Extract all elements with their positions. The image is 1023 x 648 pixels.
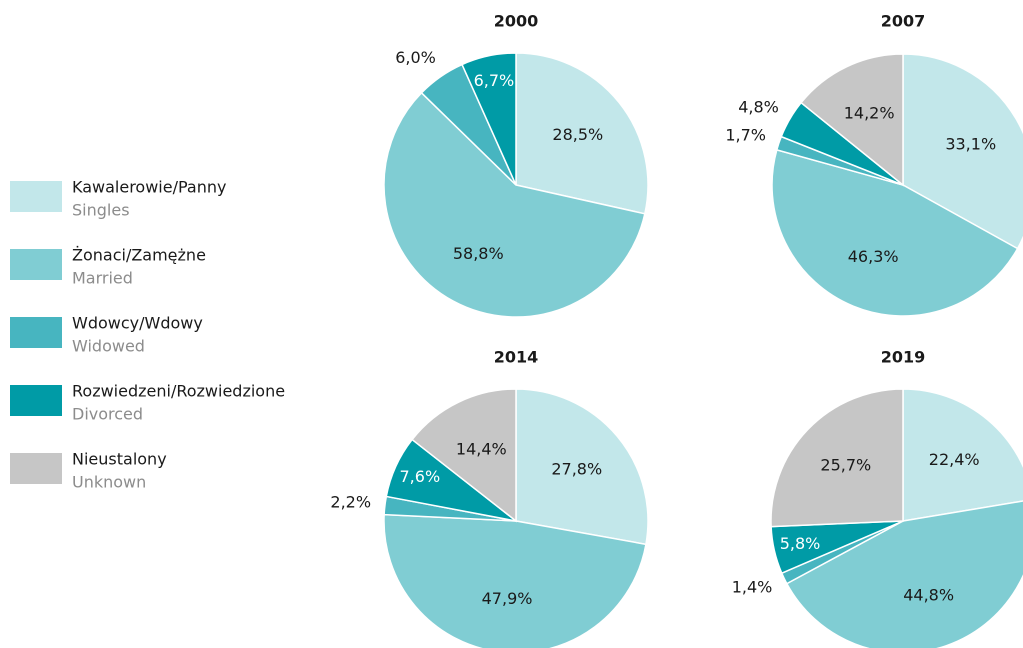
data-label: 7,6% bbox=[400, 467, 441, 486]
chart-title: 2007 bbox=[881, 12, 926, 31]
legend-swatch bbox=[10, 317, 62, 348]
pie-slice bbox=[902, 388, 1023, 522]
legend-label: Rozwiedzeni/Rozwiedzione bbox=[72, 382, 285, 401]
pie-slice bbox=[771, 148, 1019, 317]
pie-slice bbox=[785, 500, 1023, 648]
data-label: 5,8% bbox=[780, 534, 821, 553]
pie-slice bbox=[411, 388, 517, 523]
data-label: 47,9% bbox=[482, 589, 533, 608]
data-label: 14,4% bbox=[456, 439, 507, 458]
pie-slice bbox=[902, 53, 1023, 250]
data-label: 6,0% bbox=[395, 48, 436, 67]
legend-label: Kawalerowie/Panny bbox=[72, 178, 226, 197]
data-label: 6,7% bbox=[474, 71, 515, 90]
pie-slice bbox=[800, 53, 904, 187]
data-label: 2,2% bbox=[330, 492, 371, 511]
data-label: 33,1% bbox=[945, 135, 996, 154]
data-label: 25,7% bbox=[820, 456, 871, 475]
legend-sublabel: Divorced bbox=[72, 405, 143, 424]
chart-title: 2019 bbox=[881, 348, 926, 367]
legend-sublabel: Married bbox=[72, 269, 133, 288]
pie-slice bbox=[461, 52, 517, 186]
data-label: 22,4% bbox=[929, 450, 980, 469]
data-label: 46,3% bbox=[848, 247, 899, 266]
legend-label: Nieustalony bbox=[72, 450, 167, 469]
legend-sublabel: Unknown bbox=[72, 473, 146, 492]
pie-slice bbox=[515, 388, 649, 546]
pie-slice bbox=[770, 388, 904, 528]
legend-sublabel: Singles bbox=[72, 201, 130, 220]
data-label: 28,5% bbox=[552, 125, 603, 144]
data-label: 1,7% bbox=[725, 126, 766, 145]
pie-slice bbox=[383, 513, 647, 648]
legend-label: Żonaci/Zamężne bbox=[72, 246, 206, 265]
legend-swatch bbox=[10, 385, 62, 416]
legend-sublabel: Widowed bbox=[72, 337, 145, 356]
pie-slice bbox=[515, 52, 649, 215]
legend-label: Wdowcy/Wdowy bbox=[72, 314, 203, 333]
data-label: 44,8% bbox=[903, 585, 954, 604]
data-label: 1,4% bbox=[732, 578, 773, 597]
legend-swatch bbox=[10, 249, 62, 280]
legend-swatch bbox=[10, 453, 62, 484]
data-label: 4,8% bbox=[738, 97, 779, 116]
pie-slice bbox=[383, 91, 646, 318]
data-label: 14,2% bbox=[844, 104, 895, 123]
chart-title: 2014 bbox=[494, 348, 539, 367]
chart-title: 2000 bbox=[494, 12, 539, 31]
legend-swatch bbox=[10, 181, 62, 212]
data-label: 58,8% bbox=[453, 244, 504, 263]
data-label: 27,8% bbox=[551, 460, 602, 479]
